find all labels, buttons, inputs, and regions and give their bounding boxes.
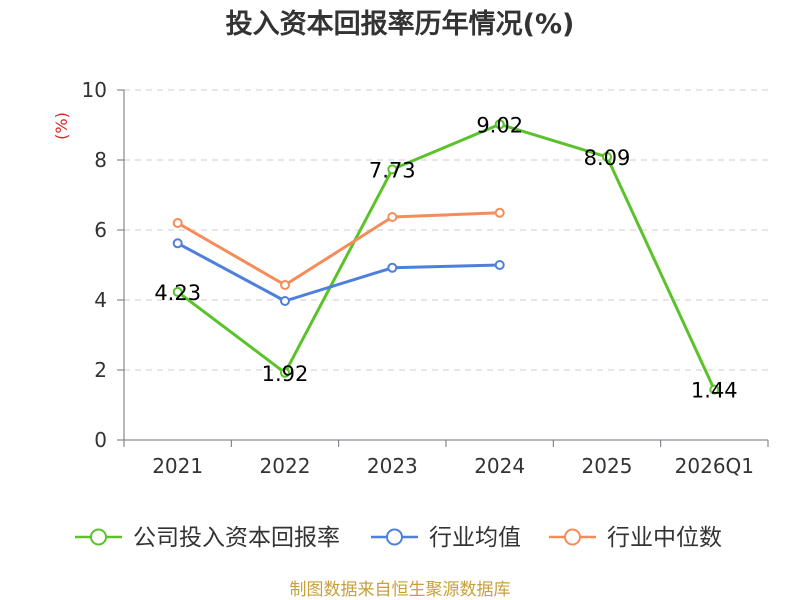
y-tick-label-2: 2 [94, 358, 107, 382]
data-point-industry-median-2023 [387, 212, 398, 222]
data-point-company-roic-2024 [494, 119, 505, 130]
x-tick-label-2025: 2025 [582, 454, 633, 478]
data-label-company-roic-2026Q1: 1.44 [691, 379, 738, 403]
x-tick-label-2026Q1: 2026Q1 [675, 454, 754, 478]
data-point-company-roic-2021 [172, 286, 183, 297]
legend-item-industry-mean[interactable]: 行业均值 [371, 525, 521, 551]
data-point-industry-mean-2024 [494, 260, 505, 270]
gridlines [124, 89, 768, 371]
legend-label-company-roic[interactable]: 公司投入资本回报率 [133, 525, 340, 551]
legend-marker-industry-median[interactable] [564, 528, 581, 546]
y-tick-label-4: 4 [94, 288, 107, 312]
y-tick-label-10: 10 [82, 78, 107, 102]
data-labels: 4.23 1.92 7.73 9.02 8.09 1.44 [154, 113, 737, 402]
y-tick-label-0: 0 [94, 428, 107, 452]
data-label-company-roic-2024: 9.02 [476, 113, 523, 137]
data-point-company-roic-2025 [602, 151, 612, 162]
data-point-industry-median-2021 [172, 218, 183, 228]
series-line-company-roic [176, 122, 716, 392]
legend-marker-industry-mean[interactable] [386, 528, 403, 546]
data-point-industry-mean-2023 [387, 262, 398, 273]
legend-marker-company-roic[interactable] [90, 528, 107, 546]
legend-label-industry-median[interactable]: 行业中位数 [607, 525, 722, 551]
data-point-company-roic-2023 [387, 164, 398, 175]
x-tick-label-2023: 2023 [367, 454, 418, 478]
data-label-company-roic-2021: 4.23 [154, 281, 201, 305]
data-label-company-roic-2025: 8.09 [584, 146, 631, 170]
y-axis-label: (%) [52, 112, 71, 140]
data-point-industry-mean-2021 [172, 238, 183, 249]
chart-title: 投入资本回报率历年情况(%) [226, 8, 575, 40]
legend-item-company-roic[interactable]: 公司投入资本回报率 [75, 525, 340, 551]
data-label-company-roic-2023: 7.73 [369, 158, 416, 182]
data-label-company-roic-2022: 1.92 [262, 362, 309, 386]
data-point-company-roic-2022 [280, 367, 290, 378]
legend: 公司投入资本回报率 行业均值 行业中位数 [75, 525, 722, 551]
legend-label-industry-mean[interactable]: 行业均值 [429, 525, 521, 551]
series-line-industry-median [176, 211, 502, 287]
data-point-industry-median-2024 [494, 207, 505, 218]
series-group [172, 119, 720, 395]
y-tick-label-8: 8 [94, 148, 107, 172]
x-tick-label-2021: 2021 [152, 454, 203, 478]
data-point-industry-mean-2022 [280, 296, 290, 306]
series-line-industry-mean [176, 241, 502, 303]
data-point-industry-median-2022 [280, 280, 290, 290]
x-tick-label-2022: 2022 [260, 454, 311, 478]
y-tick-label-6: 6 [94, 218, 107, 242]
axes: 0 2 4 6 8 10 2021 2022 2023 2024 2025 2026Q1 [82, 78, 769, 478]
legend-item-industry-median[interactable]: 行业中位数 [549, 525, 722, 551]
x-tick-label-2024: 2024 [474, 454, 525, 478]
source-note: 制图数据来自恒生聚源数据库 [290, 580, 511, 600]
data-point-company-roic-2026Q1 [709, 384, 720, 395]
